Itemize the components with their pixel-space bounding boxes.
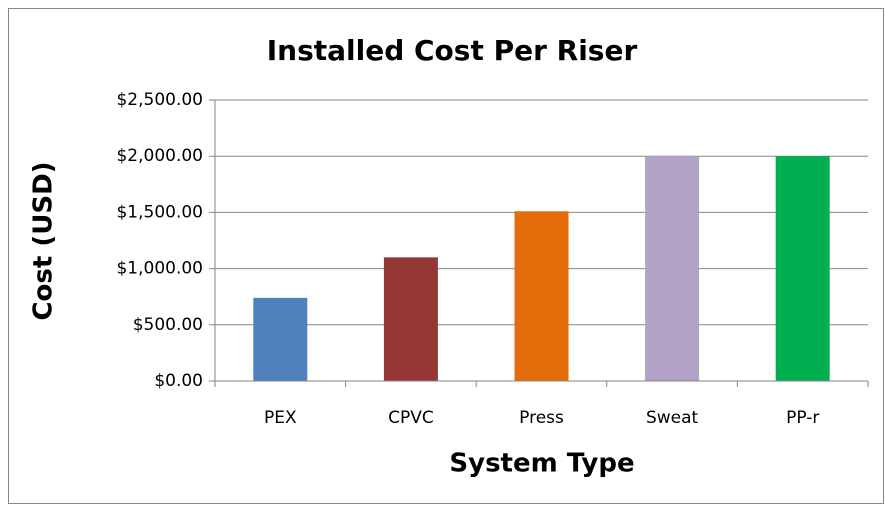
y-tick-label: $500.00 <box>133 315 203 335</box>
y-tick-label: $0.00 <box>154 371 203 391</box>
chart-frame <box>8 8 884 504</box>
chart-title: Installed Cost Per Riser <box>267 34 638 67</box>
bar <box>514 211 569 381</box>
x-axis-label: System Type <box>449 449 634 479</box>
y-tick-label: $2,500.00 <box>116 90 203 110</box>
bar <box>775 156 830 381</box>
y-tick-label: $2,000.00 <box>116 146 203 166</box>
x-tick-label: Sweat <box>646 408 699 428</box>
x-tick-label: CPVC <box>388 408 434 428</box>
y-tick-label: $1,000.00 <box>116 259 203 279</box>
x-tick-label: Press <box>519 408 564 428</box>
bar <box>383 257 438 381</box>
x-tick-label: PEX <box>264 408 297 428</box>
bar <box>645 156 700 381</box>
y-tick-label: $1,500.00 <box>116 202 203 222</box>
bar <box>253 297 308 381</box>
x-tick-label: PP-r <box>786 408 819 428</box>
y-axis-label: Cost (USD) <box>29 161 59 320</box>
